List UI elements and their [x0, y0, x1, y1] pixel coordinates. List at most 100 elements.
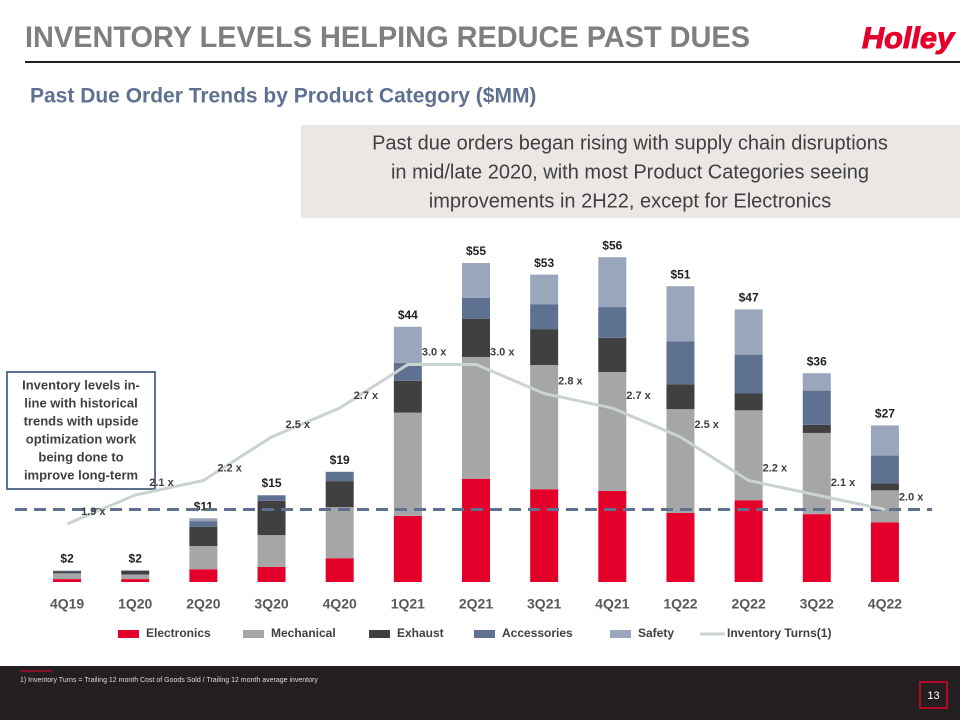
- total-label: $2: [129, 552, 143, 566]
- legend-label: Mechanical: [271, 626, 336, 640]
- callout-box: [301, 125, 960, 218]
- line-value-label: 2.7 x: [354, 390, 379, 402]
- bar-segment: [462, 478, 490, 582]
- legend-label: Inventory Turns(1): [727, 626, 831, 640]
- legend-label: Electronics: [146, 626, 211, 640]
- x-tick-label: 2Q21: [459, 596, 493, 612]
- total-label: $36: [807, 354, 827, 368]
- bar-segment: [598, 372, 627, 491]
- bar-segment: [734, 410, 763, 501]
- bar-segment: [870, 522, 899, 582]
- bar-segment: [598, 307, 627, 338]
- bar-segment: [666, 384, 695, 410]
- x-tick-label: 4Q19: [50, 596, 84, 612]
- x-tick-label: 1Q22: [663, 596, 697, 612]
- bar-segment: [325, 558, 354, 582]
- footer: [0, 666, 960, 720]
- bar-segment: [53, 570, 82, 571]
- line-value-label: 2.5 x: [694, 419, 719, 431]
- bar-segment: [734, 354, 763, 394]
- bar-segment: [393, 412, 422, 516]
- line-value-label: 2.1 x: [831, 477, 856, 489]
- x-tick-label: 2Q20: [186, 596, 220, 612]
- line-value-label: 2.2 x: [763, 462, 788, 474]
- bar-segment: [189, 526, 218, 547]
- bar-segment: [734, 309, 763, 355]
- total-label: $11: [194, 499, 214, 513]
- bar-segment: [462, 297, 490, 319]
- callout-line: in mid/late 2020, with most Product Cate…: [391, 161, 869, 183]
- legend-swatch: [243, 630, 264, 638]
- total-label: $27: [875, 407, 895, 421]
- bar-segment: [462, 263, 490, 298]
- bar-segment: [666, 286, 695, 342]
- legend-label: Exhaust: [397, 626, 444, 640]
- bar-segment: [666, 409, 695, 513]
- bar-segment: [53, 571, 82, 574]
- bar-segment: [666, 512, 695, 582]
- callout-line: improvements in 2H22, except for Electro…: [429, 190, 831, 212]
- x-tick-label: 4Q22: [868, 596, 902, 612]
- x-tick-label: 1Q20: [118, 596, 152, 612]
- bar-segment: [462, 356, 490, 479]
- total-label: $56: [602, 238, 622, 252]
- bar-segment: [393, 326, 422, 363]
- bar-segment: [53, 579, 82, 582]
- callout-line: Past due orders began rising with supply…: [372, 132, 888, 154]
- line-value-label: 2.7 x: [626, 390, 651, 402]
- bar-segment: [734, 393, 763, 411]
- legend-label: Safety: [638, 626, 674, 640]
- bar-segment: [257, 495, 286, 496]
- bar-segment: [598, 490, 627, 582]
- x-tick-label: 4Q21: [595, 596, 629, 612]
- total-label: $2: [60, 552, 74, 566]
- bar-segment: [325, 471, 354, 482]
- annotation: Inventory levels in-line with historical…: [22, 377, 140, 482]
- bar-segment: [325, 507, 354, 559]
- line-value-label: 2.0 x: [899, 491, 924, 503]
- page-number: 13: [927, 690, 939, 702]
- x-tick-label: 3Q20: [254, 596, 288, 612]
- page-number-box: [919, 681, 948, 709]
- line: [66, 363, 886, 526]
- bar-segment: [598, 337, 627, 373]
- annotation-line: improve long-term: [24, 467, 138, 482]
- bar-segment: [802, 514, 831, 582]
- plot: $2 4Q19 $2 1Q20 $11 2Q20 $15 3Q20 $19 4Q20 $44 1Q21…: [15, 238, 932, 640]
- total-label: $55: [466, 244, 486, 258]
- bar-segment: [530, 329, 559, 366]
- bar-segment: [870, 455, 899, 484]
- callout: Past due orders began rising with supply…: [372, 132, 888, 212]
- bar-segment: [530, 274, 559, 305]
- bar-segment: [802, 373, 831, 391]
- total-label: $51: [670, 267, 690, 281]
- annotation-line: being done to: [38, 449, 123, 464]
- bar-segment: [189, 546, 218, 570]
- line-value-label: 2.5 x: [286, 419, 311, 431]
- line-value-label: 1.9 x: [81, 506, 106, 518]
- bar-segment: [121, 570, 150, 571]
- legend-swatch: [118, 630, 139, 638]
- legend-swatch: [474, 630, 495, 638]
- annotation-line: Inventory levels in-: [22, 377, 140, 392]
- bar-segment: [53, 570, 82, 572]
- bar-segment: [257, 500, 286, 536]
- bar-segment: [121, 574, 150, 580]
- line-value-label: 2.1 x: [149, 477, 174, 489]
- bar-segment: [870, 483, 899, 491]
- x-tick-label: 1Q21: [391, 596, 425, 612]
- bar-segment: [257, 535, 286, 567]
- bar-segment: [598, 257, 627, 308]
- logo: Holley: [862, 22, 955, 55]
- bar-segment: [802, 424, 831, 433]
- line-value-label: 2.8 x: [558, 375, 583, 387]
- annotation-box: [6, 371, 156, 490]
- bar-segment: [121, 579, 150, 582]
- total-label: $19: [330, 453, 350, 467]
- total-label: $44: [398, 308, 418, 322]
- annotation-line: optimization work: [26, 431, 137, 446]
- bar-segment: [393, 380, 422, 413]
- total-label: $15: [262, 476, 282, 490]
- line-value-label: 3.0 x: [422, 346, 447, 358]
